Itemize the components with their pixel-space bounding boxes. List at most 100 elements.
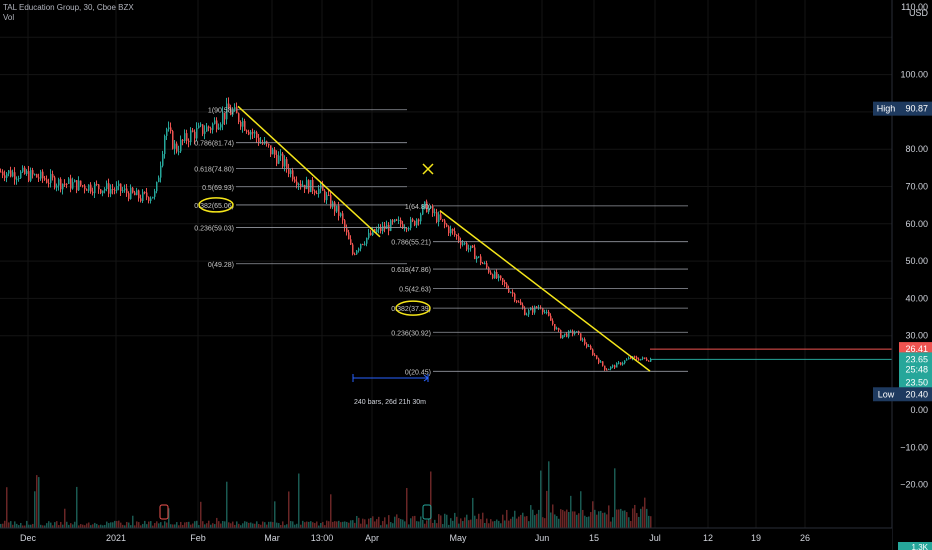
candle-body [466, 243, 468, 250]
volume-bar [540, 470, 542, 528]
earnings-flag-1 [159, 504, 169, 520]
volume-bar [572, 511, 574, 528]
candle-body [382, 225, 384, 231]
candle-body [430, 206, 432, 209]
candle-body [510, 292, 512, 294]
candle-body [182, 139, 184, 141]
candle-body [168, 127, 170, 130]
volume-bar [472, 497, 474, 528]
volume-bar [16, 523, 18, 528]
volume-bar [360, 523, 362, 528]
candle-body [648, 360, 650, 362]
candle-body [612, 365, 614, 367]
volume-bar [594, 509, 596, 528]
candle-body [36, 174, 38, 178]
candle-body [352, 244, 354, 254]
candle-body [472, 245, 474, 248]
time-label: 19 [751, 533, 761, 543]
volume-bar [164, 521, 166, 528]
volume-bar [528, 521, 530, 528]
candle-body [544, 311, 546, 313]
volume-bar [448, 524, 450, 528]
candle-body [330, 194, 332, 208]
volume-bar [368, 518, 370, 528]
volume-bar [314, 523, 316, 528]
fib-level-label: 0.618(74.80) [194, 167, 234, 174]
time-label: May [449, 533, 467, 543]
volume-bar [148, 521, 150, 528]
volume-bar [412, 516, 414, 528]
candle-body [496, 272, 498, 279]
candle-body [200, 124, 202, 126]
time-label: 26 [800, 533, 810, 543]
volume-bar [462, 521, 464, 528]
volume-bar [484, 522, 486, 528]
candle-body [170, 127, 172, 132]
candle-body [634, 356, 636, 358]
candle-body [4, 175, 6, 178]
volume-bar [430, 471, 432, 528]
measure-label: 240 bars, 26d 21h 30m [354, 399, 426, 406]
candle-body [488, 267, 490, 273]
chart-legend: TAL Education Group, 30, Cboe BZX Vol [3, 3, 134, 23]
volume-bar [276, 522, 278, 528]
fib-level-label: 0.5(69.93) [202, 185, 234, 192]
volume-bar [410, 518, 412, 528]
candle-body [650, 359, 652, 362]
volume-bar [26, 520, 28, 528]
volume-bar [604, 512, 606, 528]
volume-bar [96, 523, 98, 528]
volume-bar [342, 521, 344, 528]
volume-bar [418, 521, 420, 528]
volume-bar [458, 523, 460, 528]
volume-bar [450, 518, 452, 528]
volume-bar [132, 515, 134, 528]
candle-body [564, 333, 566, 336]
volume-bar [184, 522, 186, 528]
volume-bar [562, 509, 564, 528]
candle-body [450, 229, 452, 234]
volume-bar [424, 523, 426, 528]
candle-body [58, 179, 60, 186]
fib-382-highlight [198, 197, 234, 213]
volume-bar [634, 504, 636, 528]
time-axis-bg [0, 528, 892, 550]
volume-bar [628, 517, 630, 528]
volume-bar [74, 521, 76, 528]
candle-body [22, 167, 24, 172]
candle-body [180, 139, 182, 152]
candle-body [380, 227, 382, 231]
symbol-title[interactable]: TAL Education Group, 30, Cboe BZX [3, 3, 134, 12]
candle-body [56, 185, 58, 188]
volume-bar [176, 522, 178, 528]
volume-bar [600, 510, 602, 528]
volume-bar [170, 524, 172, 528]
candle-body [292, 170, 294, 180]
candle-body [136, 190, 138, 196]
volume-bar [436, 523, 438, 528]
volume-bar [288, 491, 290, 528]
volume-bar [160, 522, 162, 528]
volume-bar [310, 521, 312, 528]
candle-body [210, 128, 212, 130]
candle-body [570, 330, 572, 332]
candle-body [222, 112, 224, 125]
fib-382-highlight [395, 300, 431, 316]
volume-bar [108, 523, 110, 528]
volume-bar [620, 508, 622, 528]
candle-body [92, 191, 94, 194]
candle-body [444, 220, 446, 225]
candle-body [422, 205, 424, 215]
candle-body [238, 113, 240, 123]
volume-indicator-label[interactable]: Vol [3, 13, 15, 22]
candle-body [300, 183, 302, 187]
price-tick-label: 30.00 [905, 331, 928, 341]
candle-body [296, 181, 298, 185]
candle-body [230, 108, 232, 115]
volume-bar [168, 508, 170, 528]
volume-bar [36, 475, 38, 528]
candle-body [194, 131, 196, 139]
volume-bar [422, 519, 424, 528]
